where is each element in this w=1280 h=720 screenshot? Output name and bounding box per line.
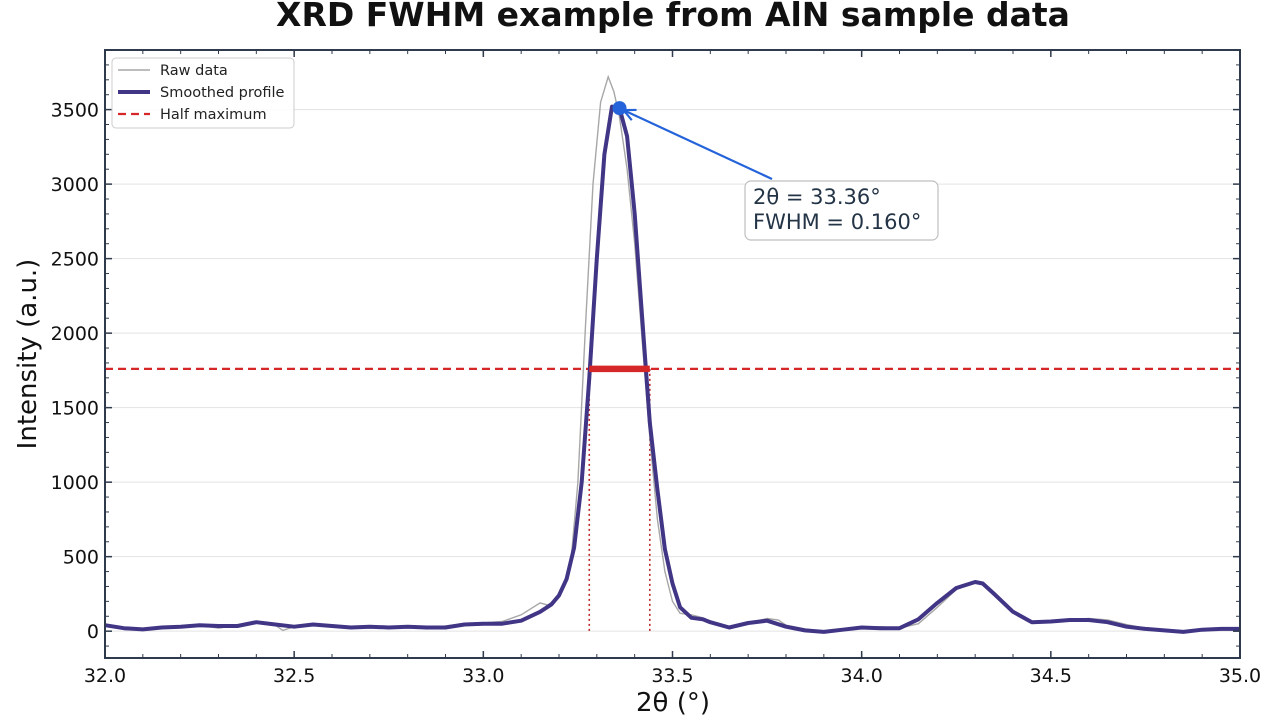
x-tick-label-0: 32.0 <box>84 665 126 687</box>
grid-lines <box>105 109 1240 632</box>
y-tick-label-4: 2000 <box>51 323 99 345</box>
peak-marker <box>612 101 627 116</box>
y-tick-label-6: 3000 <box>51 174 99 196</box>
y-axis-ticks: 0 500 1000 1500 2000 2500 3000 3500 <box>51 64 1240 647</box>
chart-title: XRD FWHM example from AlN sample data <box>276 0 1070 34</box>
legend-label-smoothed-profile: Smoothed profile <box>160 85 285 101</box>
x-tick-label-3: 33.5 <box>651 665 693 687</box>
annotation-box <box>744 180 939 241</box>
legend-box <box>111 57 295 129</box>
x-axis-ticks: 32.0 32.5 33.0 33.5 34.0 34.5 35.0 <box>84 50 1261 687</box>
annotation-arrow-shaft <box>623 109 773 180</box>
legend: Raw data Smoothed profile Half maximum <box>111 57 295 129</box>
y-tick-label-0: 0 <box>87 621 99 643</box>
x-tick-label-1: 32.5 <box>273 665 315 687</box>
y-tick-label-7: 3500 <box>51 100 99 122</box>
y-tick-label-3: 1500 <box>51 398 99 420</box>
legend-label-raw-data: Raw data <box>160 63 228 79</box>
y-tick-label-1: 500 <box>63 547 99 569</box>
x-tick-label-4: 34.0 <box>841 665 883 687</box>
y-tick-label-2: 1000 <box>51 472 99 494</box>
annotation-fwhm-value: FWHM = 0.160° <box>753 210 921 234</box>
y-tick-label-5: 2500 <box>51 249 99 271</box>
x-tick-label-2: 33.0 <box>462 665 504 687</box>
x-tick-label-6: 35.0 <box>1219 665 1261 687</box>
x-tick-label-5: 34.5 <box>1030 665 1072 687</box>
y-axis-label: Intensity (a.u.) <box>13 259 43 450</box>
plot-area <box>105 50 1240 658</box>
annotation-peak-position: 2θ = 33.36° <box>753 185 881 209</box>
legend-label-half-maximum: Half maximum <box>160 107 267 123</box>
x-axis-label: 2θ (°) <box>636 688 710 718</box>
